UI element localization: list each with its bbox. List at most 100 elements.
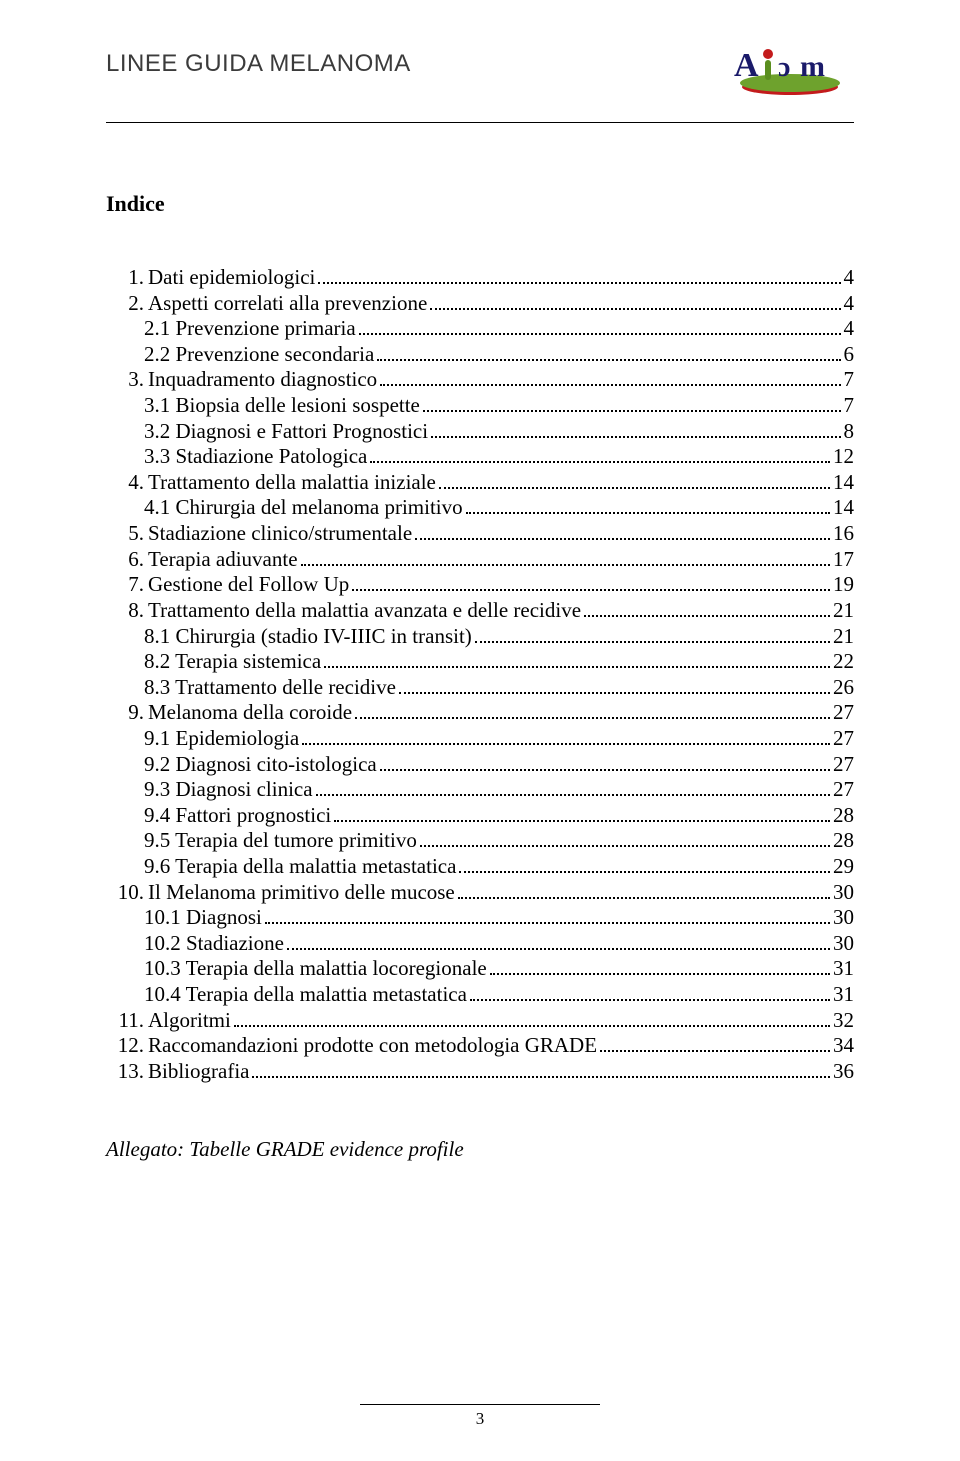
toc-leader-dots [334, 805, 830, 822]
toc-label: Algoritmi [148, 1008, 231, 1034]
toc-page-number: 28 [833, 803, 854, 829]
toc-leader-dots [377, 344, 840, 361]
toc-number: 4. [106, 470, 148, 496]
toc-number: 3. [106, 367, 148, 393]
toc-leader-dots [252, 1061, 830, 1078]
svg-text:m: m [800, 50, 825, 83]
toc-leader-dots [355, 703, 830, 720]
toc-label: 2.1 Prevenzione primaria [144, 316, 356, 342]
toc-number: 13. [106, 1059, 148, 1085]
toc-leader-dots [380, 370, 840, 387]
toc-leader-dots [431, 421, 840, 438]
aiom-logo: A ɔ m [726, 42, 854, 98]
toc-page-number: 32 [833, 1008, 854, 1034]
toc-page-number: 6 [844, 342, 855, 368]
toc-page-number: 30 [833, 905, 854, 931]
toc-number: 6. [106, 547, 148, 573]
table-of-contents: 1.Dati epidemiologici42.Aspetti correlat… [106, 265, 854, 1085]
toc-label: 10.1 Diagnosi [144, 905, 262, 931]
toc-leader-dots [475, 626, 830, 643]
toc-row: 3.3 Stadiazione Patologica 12 [106, 444, 854, 470]
toc-leader-dots [324, 651, 830, 668]
toc-row: 9.3 Diagnosi clinica 27 [106, 777, 854, 803]
toc-label: Trattamento della malattia avanzata e de… [148, 598, 581, 624]
toc-label: Dati epidemiologici [148, 265, 315, 291]
toc-label: Terapia adiuvante [148, 547, 298, 573]
toc-row: 9.1 Epidemiologia 27 [106, 726, 854, 752]
toc-leader-dots [600, 1036, 830, 1053]
svg-text:ɔ: ɔ [778, 52, 790, 83]
toc-label: 3.3 Stadiazione Patologica [144, 444, 367, 470]
toc-label: 9.3 Diagnosi clinica [144, 777, 313, 803]
toc-page-number: 4 [844, 265, 855, 291]
toc-leader-dots [420, 831, 830, 848]
toc-page-number: 26 [833, 675, 854, 701]
page-number: 3 [476, 1409, 485, 1428]
toc-page-number: 30 [833, 931, 854, 957]
toc-label: Aspetti correlati alla prevenzione [148, 291, 427, 317]
toc-page-number: 31 [833, 956, 854, 982]
toc-page-number: 8 [844, 419, 855, 445]
toc-page-number: 29 [833, 854, 854, 880]
toc-page-number: 27 [833, 726, 854, 752]
toc-label: Gestione del Follow Up [148, 572, 349, 598]
document-page: LINEE GUIDA MELANOMA A ɔ m Indice 1.Dati… [0, 0, 960, 1461]
toc-row: 8.3 Trattamento delle recidive26 [106, 675, 854, 701]
toc-leader-dots [430, 293, 840, 310]
toc-label: 2.2 Prevenzione secondaria [144, 342, 374, 368]
toc-row: 3.Inquadramento diagnostico7 [106, 367, 854, 393]
footer-divider [360, 1404, 600, 1405]
toc-leader-dots [318, 267, 840, 284]
toc-row: 7.Gestione del Follow Up19 [106, 572, 854, 598]
toc-number: 8. [106, 598, 148, 624]
toc-row: 10.3 Terapia della malattia locoregional… [106, 956, 854, 982]
toc-label: 10.3 Terapia della malattia locoregional… [144, 956, 487, 982]
toc-page-number: 4 [844, 316, 855, 342]
toc-page-number: 34 [833, 1033, 854, 1059]
toc-row: 2.2 Prevenzione secondaria 6 [106, 342, 854, 368]
toc-page-number: 14 [833, 470, 854, 496]
toc-leader-dots [287, 933, 830, 950]
toc-row: 10.2 Stadiazione30 [106, 931, 854, 957]
toc-label: 9.1 Epidemiologia [144, 726, 299, 752]
toc-row: 5.Stadiazione clinico/strumentale16 [106, 521, 854, 547]
page-header: LINEE GUIDA MELANOMA A ɔ m [106, 42, 854, 98]
page-footer: 3 [0, 1404, 960, 1429]
toc-page-number: 28 [833, 828, 854, 854]
toc-leader-dots [470, 984, 830, 1001]
toc-row: 10.Il Melanoma primitivo delle mucose30 [106, 880, 854, 906]
toc-leader-dots [423, 395, 841, 412]
toc-leader-dots [458, 882, 830, 899]
toc-number: 7. [106, 572, 148, 598]
toc-row: 8.1 Chirurgia (stadio IV-IIIC in transit… [106, 624, 854, 650]
toc-page-number: 7 [844, 393, 855, 419]
toc-leader-dots [316, 780, 830, 797]
toc-number: 1. [106, 265, 148, 291]
header-divider [106, 122, 854, 123]
toc-row: 4.Trattamento della malattia iniziale 14 [106, 470, 854, 496]
document-title: LINEE GUIDA MELANOMA [106, 42, 411, 78]
toc-row: 3.2 Diagnosi e Fattori Prognostici8 [106, 419, 854, 445]
toc-page-number: 36 [833, 1059, 854, 1085]
toc-page-number: 27 [833, 777, 854, 803]
index-heading: Indice [106, 191, 854, 217]
toc-row: 11.Algoritmi32 [106, 1008, 854, 1034]
toc-page-number: 21 [833, 624, 854, 650]
toc-row: 1.Dati epidemiologici 4 [106, 265, 854, 291]
toc-page-number: 30 [833, 880, 854, 906]
toc-row: 9.4 Fattori prognostici28 [106, 803, 854, 829]
toc-row: 6.Terapia adiuvante17 [106, 547, 854, 573]
toc-label: Bibliografia [148, 1059, 249, 1085]
toc-page-number: 31 [833, 982, 854, 1008]
toc-row: 10.4 Terapia della malattia metastatica3… [106, 982, 854, 1008]
toc-row: 4.1 Chirurgia del melanoma primitivo14 [106, 495, 854, 521]
toc-page-number: 12 [833, 444, 854, 470]
toc-number: 9. [106, 700, 148, 726]
toc-label: Inquadramento diagnostico [148, 367, 377, 393]
toc-label: Trattamento della malattia iniziale [148, 470, 436, 496]
toc-row: 9.6 Terapia della malattia metastatica29 [106, 854, 854, 880]
toc-row: 9.5 Terapia del tumore primitivo28 [106, 828, 854, 854]
toc-number: 5. [106, 521, 148, 547]
toc-page-number: 4 [844, 291, 855, 317]
toc-label: Raccomandazioni prodotte con metodologia… [148, 1033, 597, 1059]
